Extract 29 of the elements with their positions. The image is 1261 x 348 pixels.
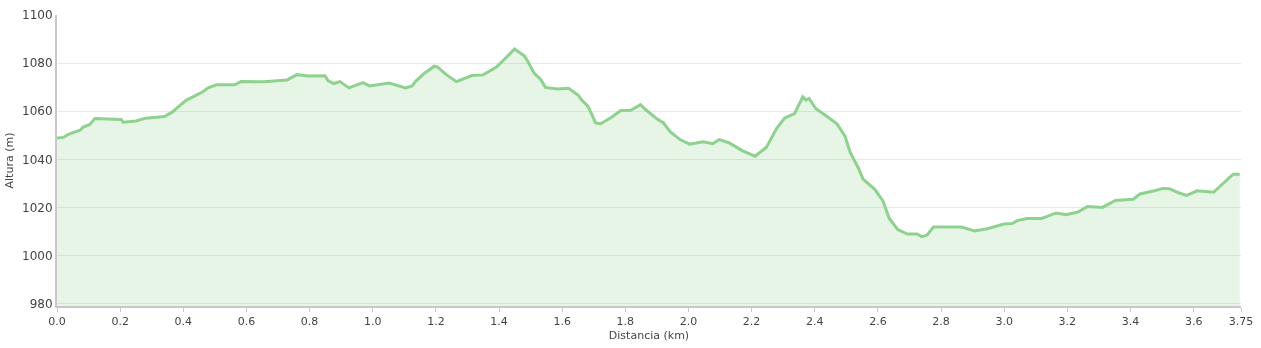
x-tick-label: 0.8	[300, 315, 319, 329]
x-tick-label: 3.2	[1058, 315, 1077, 329]
y-tick-label: 1100	[22, 8, 53, 23]
x-tick-label: 1.8	[616, 315, 635, 329]
x-tick-label: 3.6	[1184, 315, 1203, 329]
x-axis-title: Distancia (km)	[608, 328, 690, 342]
x-tick-label: 0.6	[237, 315, 256, 329]
x-tick-label: 1.0	[363, 315, 382, 329]
x-tick-label: 0.2	[111, 315, 129, 329]
x-tick-label: 3.4	[1121, 315, 1140, 329]
y-tick-label: 980	[29, 296, 53, 311]
y-tick-label: 1060	[22, 104, 53, 119]
x-tick-label: 2.8	[932, 315, 950, 329]
y-tick-label: 1080	[22, 56, 53, 71]
x-tick-label: 2.6	[869, 315, 887, 329]
x-tick-label: 2.4	[806, 315, 824, 329]
y-tick-label: 1040	[22, 152, 53, 167]
x-tick-label: 3.0	[995, 315, 1013, 329]
y-tick-label: 1000	[22, 248, 53, 263]
x-tick-label: 0.4	[174, 315, 193, 329]
x-tick-label: 3.75	[1228, 315, 1254, 329]
x-tick-label: 0.0	[48, 315, 66, 329]
y-axis-title: Altura (m)	[3, 132, 17, 189]
y-tick-label: 1020	[22, 200, 53, 215]
x-tick-label: 1.2	[427, 315, 445, 329]
x-tick-label: 1.6	[553, 315, 571, 329]
x-tick-label: 2.2	[742, 315, 761, 329]
x-tick-label: 2.0	[679, 315, 698, 329]
x-tick-label: 1.4	[490, 315, 508, 329]
